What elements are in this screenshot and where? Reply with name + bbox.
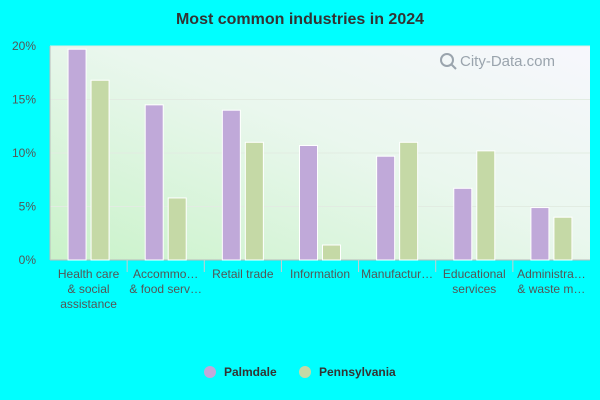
bar-pennsylvania[interactable]	[399, 141, 419, 261]
y-tick-label: 10%	[12, 146, 36, 160]
bars	[67, 48, 573, 261]
x-category-label: Educational	[443, 267, 506, 281]
x-category-label: Retail trade	[212, 267, 274, 281]
bar-pennsylvania[interactable]	[476, 150, 496, 261]
bar-palmdale[interactable]	[299, 145, 318, 261]
x-category-label: Health care	[58, 267, 120, 281]
legend-swatch-pennsylvania	[299, 366, 311, 378]
legend-swatch-palmdale	[204, 366, 216, 378]
bar-pennsylvania[interactable]	[553, 216, 573, 261]
bar-pennsylvania[interactable]	[167, 197, 187, 261]
legend-label-pennsylvania: Pennsylvania	[319, 365, 396, 379]
bar-pennsylvania[interactable]	[90, 79, 110, 261]
bar-palmdale[interactable]	[144, 104, 164, 261]
gridlines	[50, 45, 590, 207]
bar-pennsylvania[interactable]	[244, 141, 264, 261]
y-tick-label: 0%	[19, 253, 37, 267]
x-category-label: & social	[68, 282, 110, 296]
x-category-label: Information	[290, 267, 350, 281]
x-category-label: & food serv…	[129, 282, 202, 296]
y-tick-label: 20%	[12, 39, 36, 53]
bar-palmdale[interactable]	[530, 207, 550, 261]
x-category-label: Manufactur…	[361, 267, 433, 281]
legend-label-palmdale: Palmdale	[224, 365, 277, 379]
chart-title: Most common industries in 2024	[176, 11, 424, 28]
x-category-label: & waste m…	[517, 282, 585, 296]
watermark-text: City-Data.com	[460, 53, 555, 70]
watermark-magnifier-icon	[440, 53, 454, 67]
legend: Palmdale Pennsylvania	[204, 365, 396, 379]
watermark-magnifier-handle	[450, 63, 457, 70]
x-category-label: Accommo…	[133, 267, 198, 281]
y-axis: 0% 5% 10% 15% 20%	[12, 39, 51, 267]
x-category-label: Administra…	[517, 267, 586, 281]
bar-pennsylvania[interactable]	[322, 244, 341, 261]
bar-palmdale[interactable]	[453, 187, 473, 261]
y-tick-label: 5%	[19, 200, 37, 214]
y-tick-label: 15%	[12, 93, 36, 107]
bar-palmdale[interactable]	[376, 155, 396, 261]
x-category-label: services	[452, 282, 496, 296]
bar-palmdale[interactable]	[67, 48, 87, 261]
bar-palmdale[interactable]	[221, 109, 241, 261]
watermark: City-Data.com	[440, 53, 555, 70]
x-category-label: assistance	[60, 297, 117, 311]
